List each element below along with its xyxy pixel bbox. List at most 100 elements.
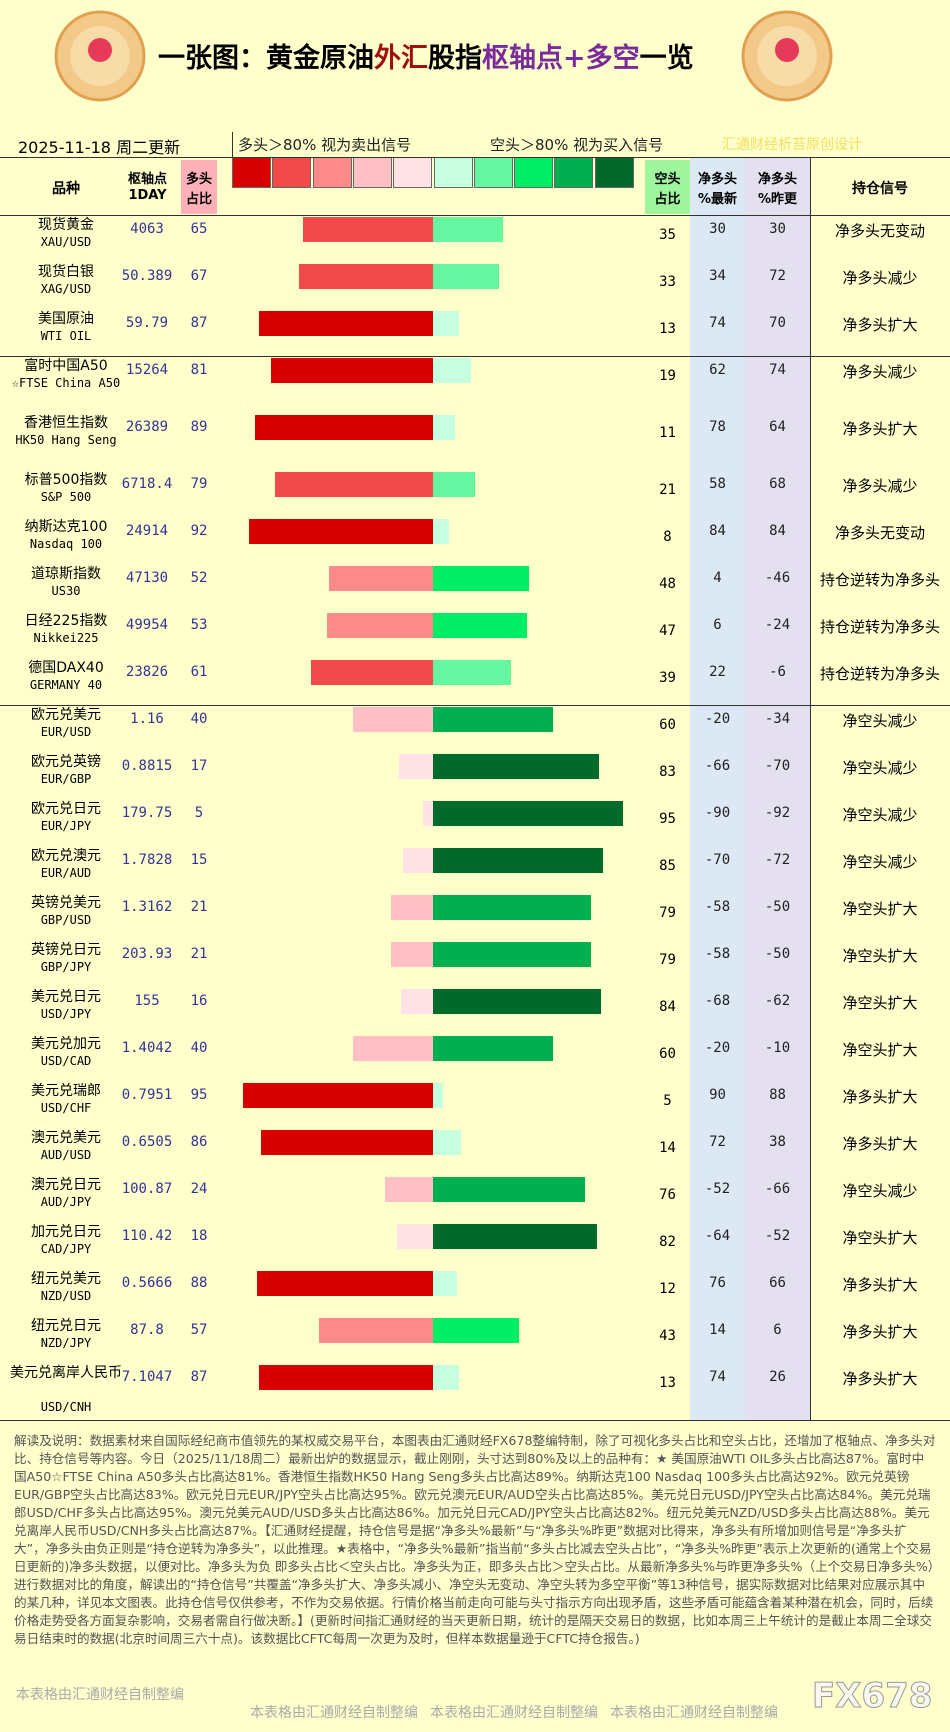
net-latest: 76 bbox=[709, 1275, 726, 1291]
net-prev: -62 bbox=[764, 993, 791, 1009]
row-name: 德国DAX40 bbox=[28, 660, 104, 676]
short-pct: 47 bbox=[659, 623, 676, 639]
net-latest: -58 bbox=[704, 946, 731, 962]
pivot: 100.87 bbox=[121, 1181, 173, 1197]
row-name: 日经225指数 bbox=[24, 613, 108, 629]
long-bar bbox=[259, 311, 433, 336]
long-pct: 24 bbox=[190, 1181, 208, 1197]
pivot: 1.16 bbox=[130, 711, 164, 727]
net-prev-bg bbox=[745, 158, 810, 1420]
pivot: 87.8 bbox=[130, 1322, 164, 1338]
net-latest: -64 bbox=[704, 1228, 731, 1244]
long-bar bbox=[311, 660, 433, 685]
long-bar bbox=[271, 358, 433, 383]
row-code: USD/JPY bbox=[40, 1007, 92, 1021]
net-latest: 22 bbox=[709, 664, 726, 680]
row-name: 加元兑日元 bbox=[31, 1224, 101, 1240]
long-bar bbox=[257, 1271, 433, 1296]
long-bar bbox=[243, 1083, 433, 1108]
row-name: 纽元兑日元 bbox=[31, 1318, 101, 1334]
net-latest: 74 bbox=[709, 315, 726, 331]
column-header: 枢轴点 bbox=[127, 172, 167, 187]
row-name: 标普500指数 bbox=[24, 472, 108, 488]
long-pct: 40 bbox=[190, 711, 208, 727]
row-code: CAD/JPY bbox=[40, 1242, 92, 1256]
row-name: 英镑兑日元 bbox=[31, 942, 101, 958]
watermark: 本表格由汇通财经自制整编 bbox=[16, 1687, 184, 1703]
title: 一张图：黄金原油外汇股指枢轴点+多空一览 bbox=[158, 36, 694, 75]
row-name: 澳元兑日元 bbox=[31, 1177, 101, 1193]
short-pct: 85 bbox=[659, 858, 676, 874]
signal: 净多头扩大 bbox=[842, 1370, 918, 1388]
short-pct: 13 bbox=[659, 321, 676, 337]
short-pct: 8 bbox=[663, 529, 672, 545]
short-bar bbox=[433, 311, 459, 336]
signal: 净空头减少 bbox=[842, 1182, 918, 1200]
credit: 汇通财经析苔原创设计 bbox=[722, 137, 862, 153]
short-pct: 33 bbox=[659, 274, 676, 290]
pivot: 26389 bbox=[125, 419, 169, 435]
row-name: 美元兑日元 bbox=[31, 989, 101, 1005]
short-bar bbox=[433, 1177, 585, 1202]
signal: 净空头扩大 bbox=[842, 947, 918, 965]
long-pct: 40 bbox=[190, 1040, 208, 1056]
net-prev: 26 bbox=[769, 1369, 786, 1385]
row-code: US30 bbox=[51, 584, 81, 598]
net-prev: 6 bbox=[773, 1322, 782, 1338]
long-bar bbox=[353, 1036, 433, 1061]
rule bbox=[0, 1420, 950, 1421]
short-pct: 84 bbox=[659, 999, 676, 1015]
short-bar bbox=[433, 848, 603, 873]
short-pct: 39 bbox=[659, 670, 676, 686]
short-bar bbox=[433, 1130, 461, 1155]
column-header: 持仓信号 bbox=[852, 181, 908, 197]
pivot: 4063 bbox=[130, 221, 164, 237]
long-pct: 16 bbox=[190, 993, 208, 1009]
signal: 持仓逆转为净多头 bbox=[819, 665, 940, 683]
column-header: 占比 bbox=[654, 192, 681, 207]
long-bar bbox=[299, 264, 433, 289]
net-prev: 72 bbox=[769, 268, 786, 284]
row-code: GBP/USD bbox=[40, 913, 92, 927]
row-code: GERMANY 40 bbox=[29, 678, 103, 692]
long-bar bbox=[403, 848, 433, 873]
signal: 净多头无变动 bbox=[834, 524, 925, 542]
row-name: 美元兑离岸人民币 bbox=[10, 1365, 122, 1381]
legend-long: 多头＞80% 视为卖出信号 bbox=[238, 136, 412, 154]
column-header: 1DAY bbox=[128, 188, 167, 203]
pivot: 24914 bbox=[125, 523, 169, 539]
pivot: 179.75 bbox=[121, 805, 173, 821]
net-latest: -20 bbox=[704, 1040, 731, 1056]
long-bar bbox=[261, 1130, 433, 1155]
long-pct: 79 bbox=[190, 476, 208, 492]
long-bar bbox=[255, 415, 433, 440]
long-pct: 87 bbox=[190, 315, 208, 331]
net-latest: 84 bbox=[709, 523, 726, 539]
pivot: 1.7828 bbox=[121, 852, 173, 868]
row-name: 香港恒生指数 bbox=[24, 415, 108, 431]
long-pct: 88 bbox=[190, 1275, 208, 1291]
pivot: 7.1047 bbox=[121, 1369, 173, 1385]
row-name: 欧元兑日元 bbox=[31, 801, 101, 817]
row-name: 美元兑加元 bbox=[31, 1036, 101, 1052]
signal: 净多头扩大 bbox=[842, 1088, 918, 1106]
long-pct: 67 bbox=[190, 268, 208, 284]
long-pct: 65 bbox=[190, 221, 208, 237]
net-latest: -58 bbox=[704, 899, 731, 915]
pivot: 47130 bbox=[125, 570, 169, 586]
short-pct: 35 bbox=[659, 227, 676, 243]
long-bar bbox=[275, 472, 433, 497]
short-pct: 48 bbox=[659, 576, 676, 592]
net-prev: -92 bbox=[764, 805, 791, 821]
pivot: 23826 bbox=[125, 664, 169, 680]
pivot: 203.93 bbox=[121, 946, 173, 962]
pivot: 0.6505 bbox=[121, 1134, 173, 1150]
group-rule bbox=[0, 356, 950, 357]
short-pct: 79 bbox=[659, 905, 676, 921]
net-latest: 90 bbox=[709, 1087, 726, 1103]
long-pct: 61 bbox=[190, 664, 208, 680]
short-pct: 60 bbox=[659, 717, 676, 733]
net-prev: 70 bbox=[769, 315, 786, 331]
long-pct: 15 bbox=[190, 852, 208, 868]
short-bar bbox=[433, 566, 529, 591]
